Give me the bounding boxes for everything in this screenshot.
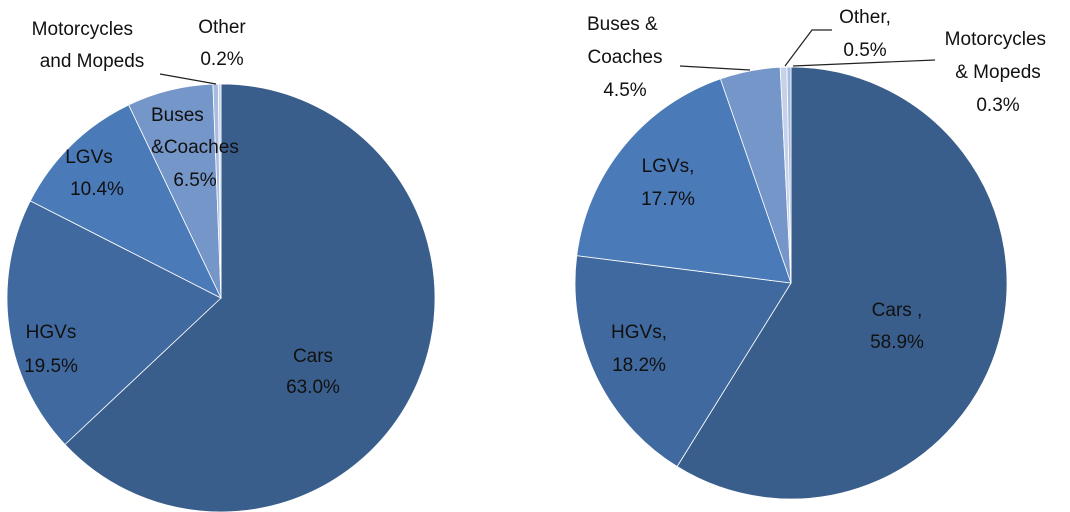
- value-label: 0.5%: [843, 40, 886, 61]
- category-label: Buses &Coaches: [151, 105, 239, 158]
- leader-line: [159, 73, 217, 85]
- category-label: Cars: [293, 346, 333, 367]
- category-label: LGVs: [65, 147, 113, 168]
- pie-slice: [676, 66, 1008, 500]
- value-label: 18.2%: [612, 355, 666, 376]
- leader-line: [792, 59, 936, 67]
- value-label: 0.2%: [200, 49, 243, 70]
- category-label: HGVs,: [611, 322, 667, 343]
- category-label: Other: [198, 17, 246, 38]
- value-label: 58.9%: [870, 332, 924, 353]
- leader-line: [784, 29, 832, 67]
- pie-slice: [217, 83, 222, 299]
- pie-slice: [6, 200, 222, 446]
- pie-slice: [64, 83, 436, 512]
- category-label: Motorcycles & Mopeds: [945, 29, 1052, 83]
- value-label: 63.0%: [286, 377, 340, 398]
- category-label: Buses & Coaches: [587, 14, 663, 68]
- value-label: 10.4%: [70, 179, 124, 200]
- value-label: 17.7%: [641, 189, 695, 210]
- pie-slice: [786, 66, 792, 284]
- category-label: Other,: [839, 7, 891, 28]
- category-label: Motorcycles and Mopeds: [32, 19, 145, 72]
- category-label: Cars ,: [872, 300, 923, 321]
- pie-slice: [29, 104, 222, 299]
- category-label: LGVs,: [642, 156, 695, 177]
- pie-slice: [574, 255, 792, 468]
- value-label: 4.5%: [603, 80, 646, 101]
- value-label: 0.3%: [976, 95, 1019, 116]
- category-label: HGVs: [26, 322, 77, 343]
- pie-slice: [576, 78, 792, 284]
- leader-line: [679, 65, 751, 71]
- pie-chart: Cars , 58.9% HGVs, 18.2% LGVs, 17.7% Buses & C…: [574, 7, 1052, 500]
- pie-chart: Cars 63.0% HGVs 19.5% LGVs 10.4% Buses &Coache…: [6, 17, 436, 512]
- value-label: 6.5%: [173, 170, 216, 191]
- value-label: 19.5%: [24, 356, 78, 377]
